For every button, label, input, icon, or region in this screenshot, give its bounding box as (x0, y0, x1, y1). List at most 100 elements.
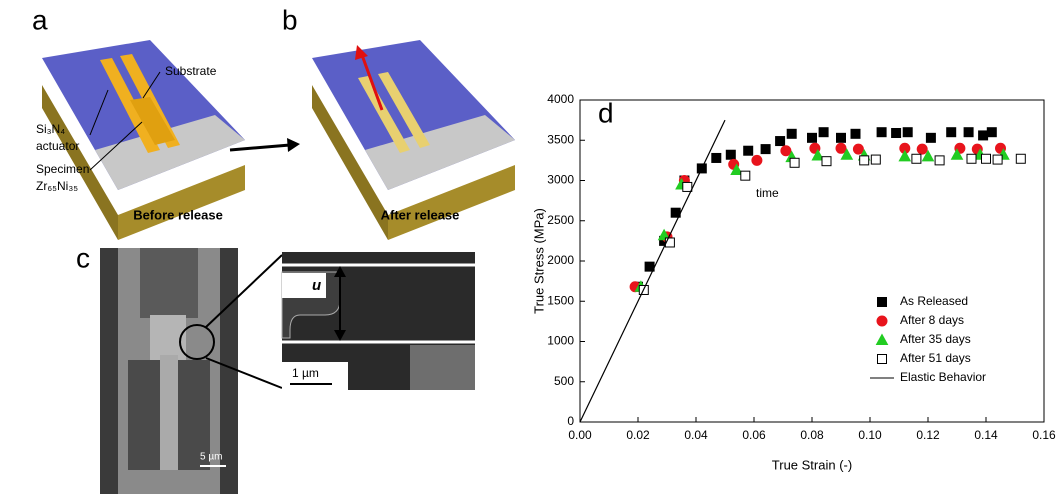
data-point (811, 149, 825, 161)
data-point (859, 155, 870, 166)
y-tick-label: 1500 (547, 293, 574, 307)
data-point (934, 155, 945, 166)
data-point (902, 127, 913, 138)
data-point (780, 145, 792, 157)
data-point (682, 181, 693, 192)
y-tick-label: 2000 (547, 253, 574, 267)
legend-label: After 8 days (900, 313, 964, 327)
caption: Before release (133, 207, 223, 222)
data-point (730, 163, 743, 176)
actuator-label: actuator (36, 139, 79, 153)
data-point (818, 127, 829, 138)
data-point (978, 130, 989, 141)
actuator-label: Si₃N₄ (36, 122, 65, 136)
legend-label: As Released (900, 294, 968, 308)
zoom-circle (179, 324, 215, 360)
data-point (950, 148, 964, 160)
specimen-label: Specimen (36, 162, 89, 176)
data-point (986, 127, 997, 138)
data-point (664, 237, 675, 248)
data-point (925, 132, 936, 143)
data-point (916, 143, 928, 155)
zoom-line (205, 357, 283, 389)
y-tick-label: 1000 (547, 334, 574, 348)
data-point (821, 156, 832, 167)
label-box (282, 362, 348, 390)
zoom-line (205, 254, 283, 328)
pointer (142, 71, 161, 99)
data-point (807, 132, 817, 143)
pointer (89, 89, 109, 136)
data-point (876, 127, 887, 138)
inset-edge (410, 345, 475, 390)
data-point (751, 154, 763, 166)
data-point (981, 153, 991, 164)
data-point (711, 152, 722, 163)
u-arrow-head (334, 266, 346, 277)
panel-label: d (598, 97, 614, 128)
data-point (850, 128, 861, 139)
legend-marker (877, 354, 887, 364)
annotation: time (756, 186, 779, 200)
x-tick-label: 0.04 (684, 428, 708, 442)
y-tick-label: 4000 (547, 92, 574, 106)
substrate-strip (95, 115, 245, 190)
y-axis-label: True Stress (MPa) (531, 208, 546, 314)
data-point (852, 143, 864, 155)
block-front (388, 165, 515, 240)
legend-label: Elastic Behavior (900, 370, 986, 384)
data-point (963, 127, 974, 138)
x-tick-label: 0.14 (974, 428, 998, 442)
substrate-label: Substrate (165, 64, 217, 78)
x-tick-label: 0.06 (742, 428, 766, 442)
panel-label: a (32, 4, 48, 35)
data-point (760, 144, 771, 155)
block-side (312, 85, 388, 240)
data-point (898, 149, 912, 162)
data-point (789, 157, 800, 168)
data-point (966, 153, 977, 164)
data-point (911, 153, 922, 164)
arrow-head (287, 138, 300, 152)
arrow (229, 143, 291, 152)
y-tick-label: 2500 (547, 213, 574, 227)
release-arrow (360, 54, 384, 111)
x-tick-label: 0.02 (626, 428, 650, 442)
data-point (840, 148, 854, 160)
sem-beam (160, 355, 178, 470)
data-point (743, 145, 754, 156)
scale-label: 1 µm (292, 366, 319, 380)
block-side (42, 85, 118, 240)
data-point (775, 136, 786, 147)
legend-marker (877, 297, 887, 307)
data-point (992, 154, 1003, 165)
elastic-line (579, 119, 726, 423)
actuator (358, 76, 410, 153)
u-label: u (312, 277, 321, 294)
data-point (740, 170, 751, 181)
data-point (891, 128, 902, 139)
data-point (835, 142, 847, 154)
specimen-label: Zr₆₅Ni₃₅ (36, 179, 78, 193)
x-tick-label: 0.10 (858, 428, 882, 442)
legend-marker (875, 333, 889, 345)
sem-gap (140, 248, 198, 318)
label-box (282, 273, 326, 298)
u-arrow-head (334, 330, 346, 341)
data-point (786, 128, 797, 139)
substrate-strip (365, 115, 515, 190)
panel-label: c (76, 242, 90, 273)
x-tick-label: 0.00 (568, 428, 592, 442)
scale-label: 5 µm (200, 452, 222, 463)
data-point (725, 149, 736, 160)
panel-label: b (282, 4, 298, 35)
block-front (118, 165, 245, 240)
release-arrow-head (355, 45, 368, 60)
y-tick-label: 3000 (547, 173, 574, 187)
legend-marker (876, 315, 888, 327)
data-point (921, 149, 935, 162)
x-axis-label: True Strain (-) (772, 457, 852, 472)
x-tick-label: 0.08 (800, 428, 824, 442)
legend-label: After 35 days (900, 332, 971, 346)
